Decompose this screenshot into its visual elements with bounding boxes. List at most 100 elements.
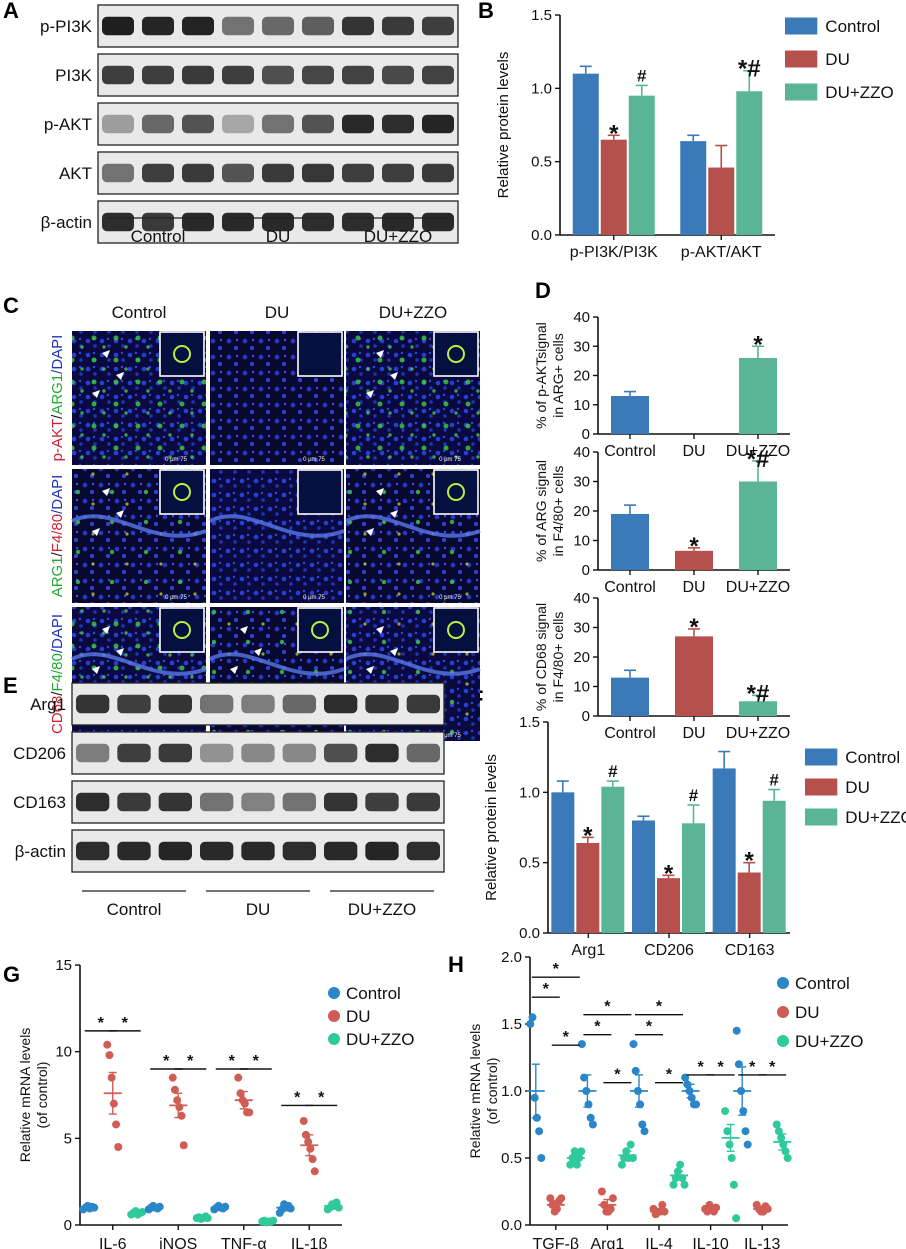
chart-h-point-du-zzo	[729, 1180, 738, 1189]
micro-column-label: DU	[265, 303, 290, 322]
chart-f-significance: #	[769, 771, 779, 790]
blot-a-band	[102, 65, 134, 85]
chart-h-point-du-zzo	[676, 1160, 685, 1169]
chart-b-significance: #	[637, 66, 647, 85]
micro-row-label-part: /DAPI	[49, 475, 66, 514]
blot-a-band	[422, 163, 454, 183]
chart-d2-tick-label: 10	[573, 533, 590, 550]
chart-g-sig-star: *	[98, 1015, 105, 1032]
blot-a-band	[262, 65, 294, 85]
blot-e-band	[282, 743, 316, 763]
blot-e-band	[200, 743, 234, 763]
chart-d3-y-label-line2: in F4/80+ cells	[550, 612, 566, 703]
chart-b-bar-du	[708, 167, 735, 235]
blot-a-band	[102, 16, 134, 36]
micrograph-scale-text: 0 μm 75	[165, 457, 187, 463]
chart-g-point-du	[173, 1096, 182, 1105]
micrograph-vessel	[209, 652, 345, 676]
blot-e-band	[365, 694, 399, 714]
micro-row-label-part: CD68	[49, 696, 66, 734]
chart-d3-bar-du	[675, 636, 713, 716]
chart-b-legend-label: DU	[825, 50, 850, 69]
chart-b: 0.0 0.5 1.0 1.5 Relative protein levels p-PI3…	[495, 7, 894, 261]
blot-a-band	[302, 163, 334, 183]
chart-h-tick-label: 1.0	[501, 1083, 522, 1100]
chart-d3-bar-du-zzo	[739, 701, 777, 716]
micro-column-label: Control	[112, 303, 167, 322]
chart-h-sig-star: *	[594, 1019, 601, 1036]
blot-a-band	[182, 163, 214, 183]
chart-d1-y-label-line2: in ARG+ cells	[550, 333, 566, 417]
micro-column-label: DU+ZZO	[379, 303, 447, 322]
blot-e-band	[76, 694, 110, 714]
chart-h-legend-swatch	[777, 1035, 789, 1047]
blot-e-band	[282, 841, 316, 861]
blot-a-band	[382, 65, 414, 85]
chart-d2-category-label: DU+ZZO	[726, 579, 790, 596]
blot-a-band	[222, 114, 254, 134]
micrograph-scale-text: 0 μm 75	[439, 457, 461, 463]
blot-e-band	[282, 694, 316, 714]
chart-g-legend-label: DU	[346, 1007, 371, 1026]
panel-letter-b: B	[478, 0, 494, 23]
micrograph-arrowhead	[390, 648, 398, 656]
blot-a-row-label: PI3K	[55, 66, 93, 85]
chart-b-bar-du-zzo	[736, 91, 763, 236]
chart-h-sig-star: *	[646, 1019, 653, 1036]
blot-e-band	[406, 743, 440, 763]
chart-f-legend-label: Control	[845, 748, 900, 767]
chart-f-bar-control	[551, 792, 575, 933]
micrograph-arrowhead	[254, 648, 262, 656]
blot-a-row-label: β-actin	[41, 213, 92, 232]
chart-g-sig-star: *	[187, 1053, 194, 1070]
micrograph-arrowhead	[366, 528, 374, 536]
chart-f-tick-label: 1.0	[519, 784, 540, 801]
micrograph-inset	[159, 607, 205, 653]
western-blot-e: Arg1 CD206 CD163 β-actin Control DU DU+ZZO	[13, 682, 445, 919]
chart-g-tick-label: 0	[64, 1217, 72, 1234]
blot-e-band	[200, 841, 234, 861]
chart-h-point-control	[743, 1140, 752, 1149]
micrograph-inset-cell	[173, 621, 191, 639]
chart-h-sig-star: *	[697, 1059, 704, 1076]
chart-h-sig-star: *	[749, 1059, 756, 1076]
chart-d1-bar-du-zzo	[739, 357, 777, 434]
micro-row-label-part: ARG1	[49, 556, 66, 597]
chart-g-point-du	[105, 1051, 114, 1060]
chart-b-bar-control	[572, 73, 599, 236]
chart-f-legend-label: DU	[845, 778, 870, 797]
micro-row-label-part: /DAPI	[49, 614, 66, 653]
blot-a-band	[342, 163, 374, 183]
chart-h-point-du-zzo	[772, 1120, 781, 1129]
chart-h-point-control	[732, 1026, 741, 1035]
micrograph-scale-text: 0 μm 75	[439, 733, 461, 739]
charts-d: 0 10 20 30 40 % of p-AKTsignal in ARG+ cells Co…	[533, 309, 790, 742]
chart-d2-y-label-line1: % of ARG signal	[533, 460, 549, 562]
blot-a-band	[222, 16, 254, 36]
blot-e-row-label: Arg1	[30, 695, 66, 714]
chart-f-tick-label: 0.5	[519, 855, 540, 872]
micrograph-arrowhead	[366, 666, 374, 674]
chart-d2-bar-control	[611, 513, 649, 570]
chart-h-sig-star: *	[769, 1059, 776, 1076]
blot-a-band	[262, 163, 294, 183]
blot-e-band	[324, 743, 358, 763]
micrograph-arrowhead	[230, 666, 238, 674]
blot-a-band	[182, 212, 214, 232]
blot-a-row-label: AKT	[59, 164, 92, 183]
chart-h-point-du	[608, 1194, 617, 1203]
chart-g-sig-star: *	[122, 1015, 129, 1032]
chart-g-sig-star: *	[318, 1089, 325, 1106]
chart-g-legend-label: Control	[346, 984, 401, 1003]
micrograph-arrowhead	[390, 510, 398, 518]
chart-f-bar-du	[576, 842, 600, 933]
chart-d1-category-label: Control	[604, 443, 656, 460]
blot-e-band	[365, 743, 399, 763]
blot-e-band	[324, 694, 358, 714]
chart-h-category-label: TGF-β	[533, 1236, 580, 1249]
blot-e-group-label: DU+ZZO	[348, 900, 416, 919]
chart-g-point-du	[245, 1108, 254, 1117]
blot-e-band	[324, 841, 358, 861]
chart-h-point-du-zzo	[727, 1154, 736, 1162]
panel-letter-d: D	[535, 278, 551, 303]
